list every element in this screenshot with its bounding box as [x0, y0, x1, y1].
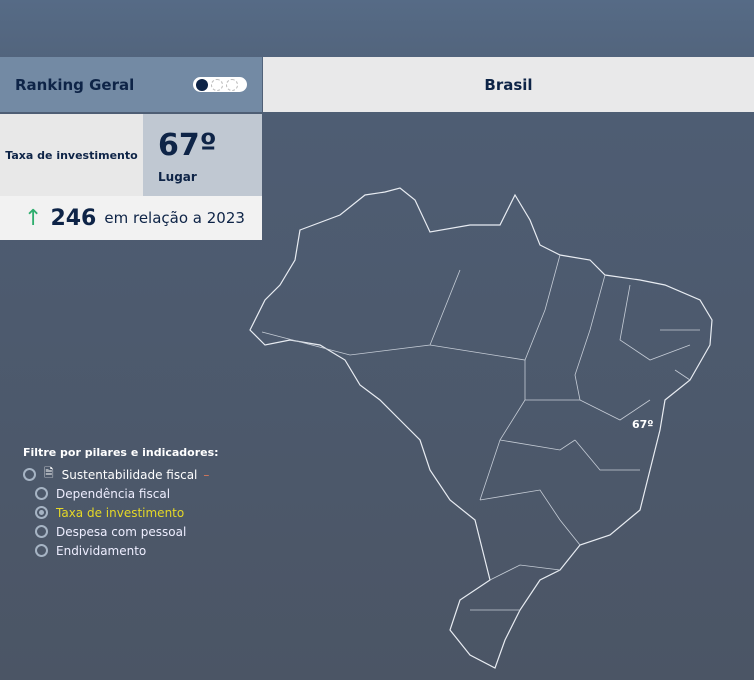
ranking-header: Ranking Geral	[0, 57, 262, 112]
option-label: Despesa com pessoal	[56, 524, 187, 539]
collapse-icon[interactable]: –	[203, 467, 210, 482]
indicator-option-selected[interactable]: Taxa de investimento	[23, 503, 219, 522]
view-toggle[interactable]	[193, 77, 247, 92]
indicator-option[interactable]: Dependência fiscal	[23, 484, 219, 503]
region-title: Brasil	[263, 57, 754, 112]
radio[interactable]	[35, 525, 48, 538]
rank-value: 67º	[158, 128, 217, 163]
radio[interactable]	[35, 506, 48, 519]
change-value: 246	[50, 205, 97, 231]
radio[interactable]	[35, 487, 48, 500]
toggle-dot-3[interactable]	[226, 78, 238, 91]
map-marker-label: 67º	[632, 418, 654, 431]
option-label: Taxa de investimento	[56, 505, 185, 520]
option-label: Endividamento	[56, 543, 147, 558]
indicator-option[interactable]: Endividamento	[23, 541, 219, 560]
rank-change: ↑ 246 em relação a 2023	[0, 196, 262, 240]
toggle-dot-1[interactable]	[196, 78, 208, 91]
indicator-option[interactable]: Despesa com pessoal	[23, 522, 219, 541]
pillar-radio[interactable]	[23, 468, 36, 481]
toggle-dot-2[interactable]	[211, 78, 223, 91]
pillar-label: Sustentabilidade fiscal	[61, 467, 198, 482]
indicator-name: Taxa de investimento	[0, 114, 143, 196]
arrow-up-icon: ↑	[24, 205, 43, 231]
rank-label: Lugar	[158, 170, 197, 184]
filter-heading: Filtre por pilares e indicadores:	[23, 446, 219, 459]
change-text: em relação a 2023	[104, 209, 245, 227]
pillar-item[interactable]: 🗎 Sustentabilidade fiscal –	[23, 465, 219, 484]
option-label: Dependência fiscal	[56, 486, 171, 501]
ranking-title: Ranking Geral	[15, 75, 135, 94]
rank-box: 67º Lugar	[143, 114, 262, 196]
radio[interactable]	[35, 544, 48, 557]
filter-panel: Filtre por pilares e indicadores: 🗎 Sust…	[23, 446, 219, 560]
state-borders	[261, 254, 700, 611]
document-dollar-icon: 🗎	[44, 466, 54, 480]
